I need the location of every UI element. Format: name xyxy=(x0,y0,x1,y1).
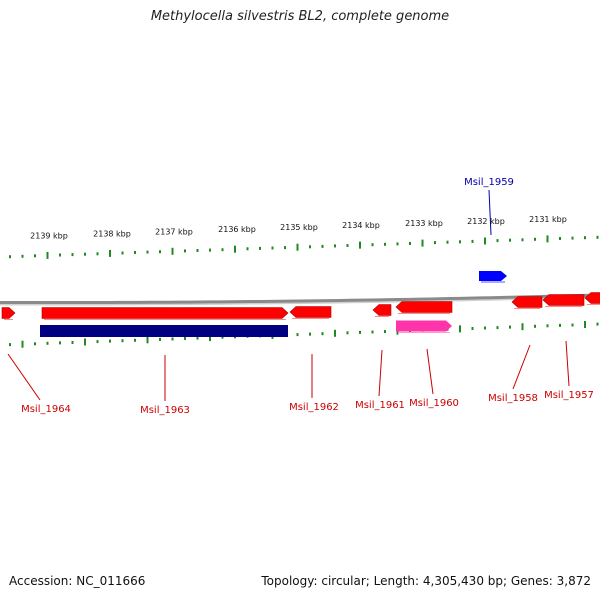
gene-arrow-msil-1958 xyxy=(511,296,543,308)
backbone-line xyxy=(0,293,600,305)
gene-arrow xyxy=(584,292,600,304)
gene-label-msil-1963: Msil_1963 xyxy=(140,405,190,416)
accession-text: Accession: NC_011666 xyxy=(9,574,146,588)
leader-line xyxy=(512,344,531,390)
leader-line xyxy=(488,189,492,236)
gene-arrow-msil-1961 xyxy=(372,304,392,316)
leader-line xyxy=(7,353,41,401)
scale-label: 2139 kbp xyxy=(30,231,68,240)
scale-label: 2136 kbp xyxy=(218,225,256,234)
gene-label-msil-1958: Msil_1958 xyxy=(488,393,538,404)
gene-label-msil-1960: Msil_1960 xyxy=(409,398,459,409)
gene-label-msil-1964: Msil_1964 xyxy=(21,404,71,415)
leader-line xyxy=(426,348,434,395)
gene-arrow-msil-1957 xyxy=(542,294,585,306)
gene-arrow-msil-1963 xyxy=(41,307,289,319)
leader-line xyxy=(565,340,570,387)
gene-arrow-msil-1964 xyxy=(1,307,16,319)
gene-label-msil-1959: Msil_1959 xyxy=(464,177,514,188)
scale-label: 2133 kbp xyxy=(405,219,443,228)
cds-bar xyxy=(40,325,288,337)
gene-arrow-msil-1959 xyxy=(479,271,507,281)
scale-label: 2134 kbp xyxy=(342,221,380,230)
gene-arrow-msil-1960 xyxy=(395,301,453,313)
gene-arrow-msil-1960 xyxy=(396,320,452,332)
gene-label-msil-1962: Msil_1962 xyxy=(289,402,339,413)
gene-label-msil-1957: Msil_1957 xyxy=(544,390,594,401)
leader-line xyxy=(378,349,383,397)
scale-label: 2138 kbp xyxy=(93,229,131,238)
scale-label: 2132 kbp xyxy=(467,217,505,226)
map-title: Methylocella silvestris BL2, complete ge… xyxy=(150,9,450,24)
gene-arrow-msil-1962 xyxy=(289,306,332,318)
scale-label: 2137 kbp xyxy=(155,227,193,236)
scale-label: 2135 kbp xyxy=(280,223,318,232)
gene-label-msil-1961: Msil_1961 xyxy=(355,400,405,411)
genome-summary-text: Topology: circular; Length: 4,305,430 bp… xyxy=(261,574,591,588)
scale-label: 2131 kbp xyxy=(529,215,567,224)
